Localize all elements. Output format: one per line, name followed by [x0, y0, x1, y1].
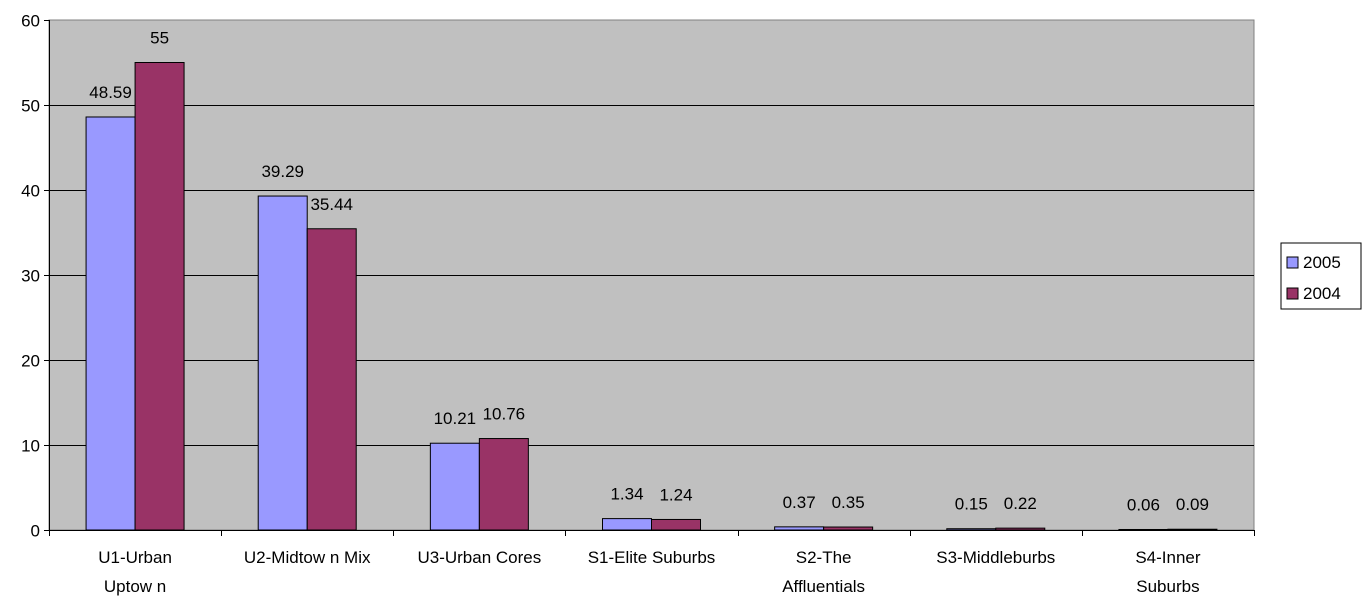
data-label-2005-2: 10.21: [434, 409, 477, 428]
legend-label-2004: 2004: [1303, 284, 1341, 303]
data-label-2004-3: 1.24: [659, 485, 692, 504]
bar-2004-5: [995, 527, 1046, 531]
legend-label-2005: 2005: [1303, 253, 1341, 272]
data-label-2004-2: 10.76: [483, 405, 526, 424]
bar-2004-3: [651, 518, 701, 531]
x-tick-label: S4-Inner Suburbs: [1135, 548, 1201, 596]
y-tick-label: 20: [21, 352, 40, 371]
data-label-2005-0: 48.59: [89, 83, 132, 102]
bar-2005-6: [1118, 528, 1169, 531]
data-label-2005-1: 39.29: [261, 162, 304, 181]
y-tick-label: 60: [21, 12, 40, 31]
y-tick-label: 10: [21, 437, 40, 456]
bar-2004-4: [823, 526, 874, 531]
y-tick-label: 50: [21, 97, 40, 116]
data-label-2004-1: 35.44: [310, 195, 353, 214]
legend-swatch-2004: [1286, 287, 1299, 300]
bar-2004-6: [1167, 528, 1218, 531]
bar-2005-4: [774, 526, 825, 531]
x-tick-label: S1-Elite Suburbs: [588, 548, 716, 567]
x-tick-label: S3-Middleburbs: [936, 548, 1055, 567]
bar-2005-5: [946, 528, 997, 531]
bar-2004-2: [478, 438, 529, 531]
x-tick-label: U1-Urban Uptow n: [98, 548, 172, 596]
bar-2004-0: [134, 62, 185, 531]
x-tick-label: U2-Midtow n Mix: [244, 548, 371, 567]
legend-swatch-2005: [1286, 256, 1299, 269]
bar-2005-1: [257, 195, 308, 531]
bar-2004-1: [306, 228, 357, 531]
data-label-2004-6: 0.09: [1176, 495, 1209, 514]
bar-2005-0: [85, 116, 136, 531]
bar-2005-2: [429, 442, 480, 531]
x-tick-label: S2-The Affluentials: [782, 548, 865, 596]
data-label-2005-4: 0.37: [783, 493, 816, 512]
data-label-2005-6: 0.06: [1127, 495, 1160, 514]
y-tick-label: 0: [31, 522, 40, 541]
bar-2005-3: [602, 518, 652, 531]
data-label-2004-5: 0.22: [1004, 494, 1037, 513]
y-tick-label: 30: [21, 267, 40, 286]
data-label-2004-0: 55: [150, 29, 169, 48]
y-tick-label: 40: [21, 182, 40, 201]
x-tick-label: U3-Urban Cores: [417, 548, 541, 567]
data-label-2005-3: 1.34: [610, 485, 643, 504]
data-label-2005-5: 0.15: [955, 495, 988, 514]
data-label-2004-4: 0.35: [832, 493, 865, 512]
